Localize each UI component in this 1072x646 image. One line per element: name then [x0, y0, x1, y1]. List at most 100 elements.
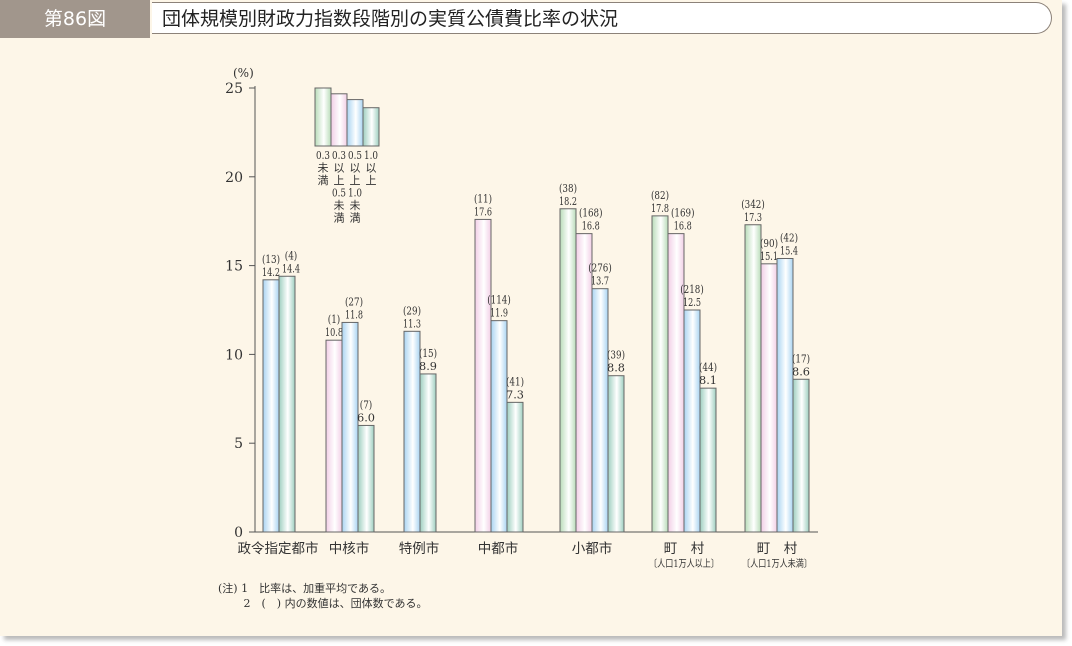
category-label: 町 村: [757, 541, 798, 557]
notes: (注) 1 比率は、加重平均である。 2 ( ) 内の数値は、団体数である。: [218, 581, 427, 611]
legend-swatch: [362, 107, 380, 147]
bar: [667, 233, 685, 533]
count-label: (13): [262, 252, 280, 266]
data-label: 17.6: [474, 204, 492, 218]
bar: [490, 320, 508, 533]
legend-swatch: [330, 93, 348, 147]
data-label: 17.3: [744, 210, 762, 224]
data-label: 15.1: [760, 249, 778, 263]
legend-label: 1.0: [364, 149, 378, 162]
bar: [699, 387, 717, 533]
category-label: 中核市: [329, 540, 370, 557]
legend-label: 1.0: [348, 187, 362, 200]
legend-label: 未: [334, 199, 345, 212]
count-label: (27): [345, 294, 363, 308]
bar: [559, 208, 577, 533]
legend-label: 0.5: [348, 149, 362, 162]
data-label: 8.8: [607, 361, 625, 375]
bar: [341, 321, 359, 533]
bar: [506, 401, 524, 533]
bar: [760, 263, 778, 533]
data-label: 7.3: [506, 387, 524, 401]
legend-label: 0.3: [316, 149, 330, 162]
count-label: (1): [328, 312, 341, 326]
data-label: 15.4: [780, 243, 798, 257]
note-1: (注) 1 比率は、加重平均である。: [218, 582, 391, 595]
count-label: (11): [474, 191, 492, 205]
bar: [403, 330, 421, 533]
legend-label: 0.3: [332, 149, 346, 162]
data-label: 13.7: [591, 274, 609, 288]
bar: [419, 373, 437, 533]
data-label: 14.4: [282, 261, 300, 275]
count-label: (44): [699, 360, 717, 374]
legend-label: 以: [366, 162, 377, 175]
count-label: (42): [780, 230, 798, 244]
y-axis-label: (%): [233, 66, 254, 80]
count-label: (168): [579, 206, 603, 220]
category-label: 特例市: [399, 540, 440, 557]
legend-label: 以: [350, 162, 361, 175]
legend-label: 満: [334, 212, 345, 225]
count-label: (169): [671, 206, 695, 220]
count-label: (7): [360, 397, 373, 411]
data-label: 11.9: [490, 306, 508, 320]
category-label: 中都市: [478, 540, 519, 557]
y-tick-label: 10: [225, 347, 243, 363]
bar: [744, 224, 762, 533]
count-label: (114): [487, 293, 511, 307]
y-tick-label: 0: [234, 525, 243, 541]
count-label: (29): [403, 303, 421, 317]
count-label: (41): [506, 374, 524, 388]
count-label: (342): [741, 197, 765, 211]
data-label: 8.9: [419, 359, 437, 373]
legend-label: 0.5: [332, 187, 346, 200]
category-label: 政令指定都市: [238, 540, 319, 557]
bar: [683, 309, 701, 533]
y-tick-label: 25: [225, 81, 243, 97]
legend-label: 満: [318, 174, 329, 187]
count-label: (38): [559, 181, 577, 195]
count-label: (17): [792, 351, 810, 365]
bar: [474, 218, 492, 533]
legend-label: 上: [334, 174, 345, 187]
data-label: 8.6: [792, 364, 810, 378]
bar: [325, 339, 343, 533]
legend-label: 以: [334, 162, 345, 175]
category-sublabel: 〔人口1万人以上〕: [649, 558, 719, 570]
data-label: 16.8: [582, 219, 600, 233]
count-label: (90): [760, 236, 778, 250]
bar: [776, 257, 794, 533]
data-label: 11.3: [403, 316, 421, 330]
legend-label: 未: [350, 199, 361, 212]
data-label: 8.1: [699, 373, 717, 387]
note-2: 2 ( ) 内の数値は、団体数である。: [218, 597, 428, 610]
legend-label: 上: [350, 174, 361, 187]
bar: [278, 275, 296, 533]
count-label: (276): [588, 261, 612, 275]
legend-label: 未: [318, 162, 329, 175]
legend-label: 満: [350, 212, 361, 225]
figure-number: 第86図: [0, 0, 150, 38]
data-label: 16.8: [674, 219, 692, 233]
legend-label: 上: [366, 174, 377, 187]
count-label: (15): [419, 346, 437, 360]
bar: [357, 424, 375, 533]
count-label: (218): [680, 282, 704, 296]
data-label: 18.2: [559, 194, 577, 208]
category-sublabel: 〔人口1万人未満〕: [742, 558, 812, 570]
data-label: 12.5: [683, 295, 701, 309]
figure-title: 団体規模別財政力指数段階別の実質公債費比率の状況: [152, 2, 1052, 34]
count-label: (4): [285, 248, 298, 262]
count-label: (82): [651, 188, 669, 202]
bar: [607, 375, 625, 533]
legend-swatch: [314, 87, 332, 147]
category-label: 小都市: [572, 540, 613, 557]
bar: [575, 233, 593, 533]
bar: [591, 288, 609, 533]
figure-panel: [0, 0, 1062, 636]
y-tick-label: 5: [234, 436, 243, 452]
data-label: 14.2: [262, 265, 280, 279]
